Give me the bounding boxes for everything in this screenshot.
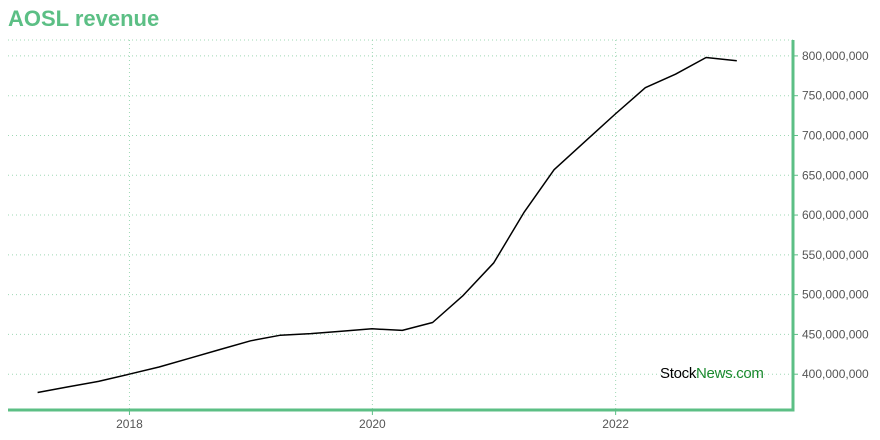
brand-part-2: News.com xyxy=(696,365,764,382)
y-tick-label: 400,000,000 xyxy=(802,367,869,381)
y-tick-label: 750,000,000 xyxy=(802,89,869,103)
brand-watermark: StockNews.com xyxy=(660,365,764,382)
y-tick-label: 650,000,000 xyxy=(802,168,869,182)
y-tick-label: 600,000,000 xyxy=(802,208,869,222)
x-tick-label: 2020 xyxy=(359,417,386,431)
series-line xyxy=(37,56,737,394)
series xyxy=(37,56,737,394)
y-tick-label: 550,000,000 xyxy=(802,248,869,262)
y-tick-label: 800,000,000 xyxy=(802,49,869,63)
y-tick-label: 500,000,000 xyxy=(802,288,869,302)
y-tick-label: 450,000,000 xyxy=(802,327,869,341)
x-tick-label: 2022 xyxy=(602,417,629,431)
brand-part-1: Stock xyxy=(660,365,697,382)
axes xyxy=(8,40,798,415)
chart-title: AOSL revenue xyxy=(8,6,160,31)
grid xyxy=(8,39,793,410)
y-tick-label: 700,000,000 xyxy=(802,128,869,142)
tick-labels: 400,000,000 450,000,000 500,000,000 550,000… xyxy=(116,49,869,431)
x-tick-label: 2018 xyxy=(116,417,143,431)
